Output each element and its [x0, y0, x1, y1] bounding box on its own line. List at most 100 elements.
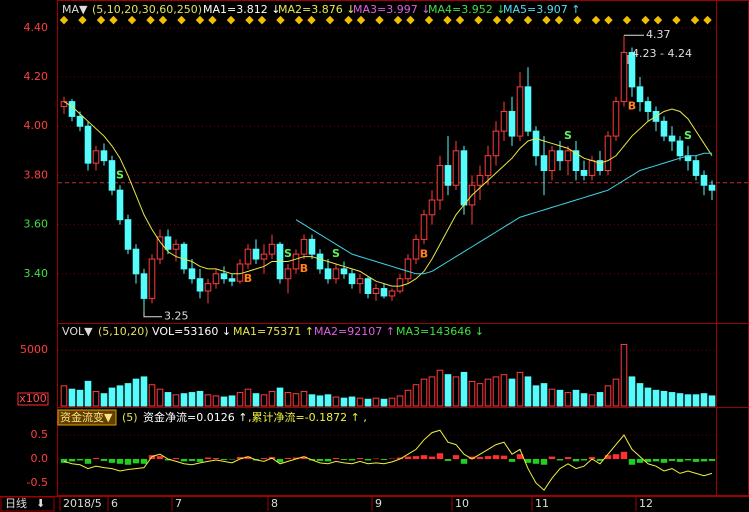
flow-bar — [428, 456, 436, 459]
volume-bar — [324, 394, 332, 407]
flow-bar — [236, 457, 244, 459]
flow-bar — [596, 458, 604, 461]
period-box[interactable] — [0, 496, 55, 512]
period-label[interactable]: 日线 — [5, 496, 27, 510]
info-marker: ◆ — [406, 13, 415, 26]
flow-tick-label: -0.5 — [27, 476, 48, 489]
info-marker: ◆ — [394, 13, 403, 26]
info-marker: ◆ — [326, 13, 335, 26]
candle-body — [132, 248, 140, 275]
candle-body — [212, 273, 220, 285]
info-marker: ◆ — [245, 13, 254, 26]
volume-bar — [644, 387, 652, 407]
volume-bar — [68, 388, 76, 407]
flow-bar — [676, 458, 684, 462]
volume-bar — [676, 393, 684, 407]
flow-bar — [244, 456, 252, 459]
signal: B — [628, 100, 636, 113]
info-marker: ◆ — [227, 13, 236, 26]
ma2: MA2=3.876 ↓ — [278, 3, 355, 16]
candle-body — [708, 184, 716, 191]
info-marker: ◆ — [109, 13, 118, 26]
flow-bar — [684, 458, 692, 461]
volume-bar — [452, 376, 460, 407]
ma-title[interactable]: MA▼ — [62, 3, 88, 16]
period-arrow[interactable]: ⬇ — [36, 497, 45, 510]
volume-bar — [316, 395, 324, 407]
candle-body — [284, 268, 292, 280]
candle-body — [252, 248, 260, 260]
vol-title[interactable]: VOL▼ — [62, 325, 93, 338]
flow-bar — [500, 455, 508, 459]
vol-ma3: MA3=143646 ↓ — [396, 325, 484, 338]
volume-bar — [204, 394, 212, 407]
candle-body — [164, 236, 172, 250]
signal: S — [332, 247, 340, 260]
flow-bar — [404, 456, 412, 459]
volume-bar — [572, 389, 580, 407]
info-marker: ◆ — [375, 13, 384, 26]
candle-body — [548, 150, 556, 172]
candle-body — [196, 278, 204, 292]
candle-body — [260, 253, 268, 260]
flow-bar — [556, 458, 564, 461]
flow-bar — [284, 458, 292, 459]
flow-bar — [212, 458, 220, 459]
info-marker: ◆ — [474, 13, 483, 26]
candle-body — [324, 268, 332, 280]
candle-body — [484, 155, 492, 176]
candle-body — [660, 120, 668, 137]
info-marker: ◆ — [196, 13, 205, 26]
volume-bar — [420, 378, 428, 407]
flow-bar — [100, 458, 108, 461]
candle-body — [612, 101, 620, 137]
low-label: 3.25 — [164, 310, 189, 323]
candle-body — [268, 243, 276, 255]
candle-body — [148, 258, 156, 299]
flow-bar — [276, 458, 284, 463]
info-marker: ◆ — [703, 13, 712, 26]
y-tick-label: 3.60 — [24, 218, 49, 231]
flow-bar — [436, 453, 444, 459]
flow-bar — [460, 458, 468, 464]
flow-bar — [140, 458, 148, 464]
volume-bar — [428, 376, 436, 407]
candle-body — [76, 115, 84, 127]
info-marker: ◆ — [592, 13, 601, 26]
candle-body — [116, 189, 124, 221]
info-marker: ◆ — [208, 13, 217, 26]
high-label: 4.37 — [646, 28, 671, 41]
info-marker: ◆ — [128, 13, 137, 26]
flow-title-box[interactable] — [57, 409, 117, 426]
flow-bar — [108, 458, 116, 463]
volume-bar — [148, 384, 156, 407]
volume-bar — [500, 374, 508, 407]
candle-body — [572, 150, 580, 172]
volume-bar — [116, 385, 124, 407]
candle-body — [236, 263, 244, 282]
candle-body — [92, 150, 100, 164]
candle-body — [556, 150, 564, 162]
volume-bar — [364, 398, 372, 407]
info-marker: ◆ — [573, 13, 582, 26]
flow-bar — [60, 458, 68, 463]
flow-bar — [356, 458, 364, 459]
y-tick-label: 4.20 — [24, 70, 49, 83]
volume-bar — [492, 376, 500, 407]
flow-bar — [316, 458, 324, 461]
volume-bar — [548, 388, 556, 407]
flow-bar — [548, 456, 556, 459]
flow-net: 资金净流=0.0126 ↑ — [143, 410, 247, 424]
candle-body — [180, 243, 188, 270]
candle-body — [188, 268, 196, 280]
info-marker: ◆ — [604, 13, 613, 26]
candle-body — [580, 170, 588, 176]
y-tick-label: 4.40 — [24, 21, 49, 34]
x-tick-label: 7 — [175, 497, 182, 510]
vol-ma1: MA1=75371 ↑ — [233, 325, 314, 338]
flow-title[interactable]: 资金流变▼ — [60, 410, 113, 424]
volume-bar — [84, 380, 92, 407]
candle-body — [628, 51, 636, 88]
